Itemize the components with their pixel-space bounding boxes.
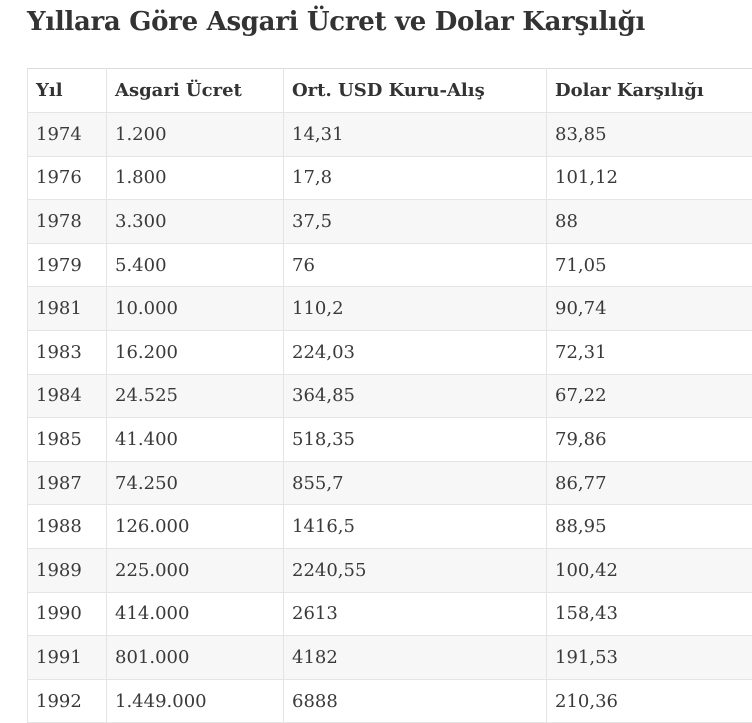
table-header: Yıl Asgari Ücret Ort. USD Kuru-Alış Dola…	[28, 69, 752, 113]
cell-usd-rate: 855,7	[284, 461, 547, 505]
cell-dollar-equivalent: 100,42	[547, 548, 752, 592]
cell-year: 1978	[28, 200, 107, 244]
cell-dollar-equivalent: 90,74	[547, 287, 752, 331]
cell-dollar-equivalent: 83,85	[547, 113, 752, 157]
cell-usd-rate: 224,03	[284, 330, 547, 374]
cell-dollar-equivalent: 79,86	[547, 418, 752, 462]
cell-year: 1987	[28, 461, 107, 505]
cell-year: 1981	[28, 287, 107, 331]
column-header-year: Yıl	[28, 69, 107, 113]
cell-year: 1990	[28, 592, 107, 636]
wage-table-container: Yıl Asgari Ücret Ort. USD Kuru-Alış Dola…	[27, 68, 752, 723]
cell-year: 1991	[28, 636, 107, 680]
cell-dollar-equivalent: 86,77	[547, 461, 752, 505]
cell-minimum-wage: 225.000	[107, 548, 284, 592]
cell-dollar-equivalent: 67,22	[547, 374, 752, 418]
cell-usd-rate: 110,2	[284, 287, 547, 331]
cell-minimum-wage: 1.800	[107, 156, 284, 200]
cell-usd-rate: 1416,5	[284, 505, 547, 549]
cell-dollar-equivalent: 101,12	[547, 156, 752, 200]
cell-year: 1989	[28, 548, 107, 592]
cell-year: 1979	[28, 243, 107, 287]
cell-minimum-wage: 74.250	[107, 461, 284, 505]
cell-usd-rate: 2240,55	[284, 548, 547, 592]
cell-minimum-wage: 3.300	[107, 200, 284, 244]
cell-year: 1992	[28, 679, 107, 723]
cell-minimum-wage: 1.200	[107, 113, 284, 157]
cell-usd-rate: 364,85	[284, 374, 547, 418]
cell-year: 1984	[28, 374, 107, 418]
cell-dollar-equivalent: 88	[547, 200, 752, 244]
column-header-dollar-equivalent: Dolar Karşılığı	[547, 69, 752, 113]
table-header-row: Yıl Asgari Ücret Ort. USD Kuru-Alış Dola…	[28, 69, 752, 113]
cell-usd-rate: 6888	[284, 679, 547, 723]
cell-usd-rate: 14,31	[284, 113, 547, 157]
cell-dollar-equivalent: 191,53	[547, 636, 752, 680]
column-header-minimum-wage: Asgari Ücret	[107, 69, 284, 113]
cell-usd-rate: 2613	[284, 592, 547, 636]
cell-usd-rate: 17,8	[284, 156, 547, 200]
cell-usd-rate: 518,35	[284, 418, 547, 462]
cell-minimum-wage: 24.525	[107, 374, 284, 418]
cell-minimum-wage: 1.449.000	[107, 679, 284, 723]
cell-year: 1985	[28, 418, 107, 462]
cell-dollar-equivalent: 158,43	[547, 592, 752, 636]
cell-year: 1983	[28, 330, 107, 374]
cell-usd-rate: 37,5	[284, 200, 547, 244]
wage-table: Yıl Asgari Ücret Ort. USD Kuru-Alış Dola…	[27, 68, 752, 723]
cell-year: 1976	[28, 156, 107, 200]
cell-minimum-wage: 5.400	[107, 243, 284, 287]
cell-dollar-equivalent: 210,36	[547, 679, 752, 723]
cell-minimum-wage: 10.000	[107, 287, 284, 331]
cell-usd-rate: 76	[284, 243, 547, 287]
cell-dollar-equivalent: 72,31	[547, 330, 752, 374]
cell-minimum-wage: 126.000	[107, 505, 284, 549]
cell-year: 1988	[28, 505, 107, 549]
cell-minimum-wage: 414.000	[107, 592, 284, 636]
cell-usd-rate: 4182	[284, 636, 547, 680]
cell-minimum-wage: 16.200	[107, 330, 284, 374]
column-header-usd-rate: Ort. USD Kuru-Alış	[284, 69, 547, 113]
cell-dollar-equivalent: 88,95	[547, 505, 752, 549]
page-title: Yıllara Göre Asgari Ücret ve Dolar Karşı…	[27, 2, 645, 42]
cell-dollar-equivalent: 71,05	[547, 243, 752, 287]
cell-minimum-wage: 41.400	[107, 418, 284, 462]
cell-minimum-wage: 801.000	[107, 636, 284, 680]
cell-year: 1974	[28, 113, 107, 157]
